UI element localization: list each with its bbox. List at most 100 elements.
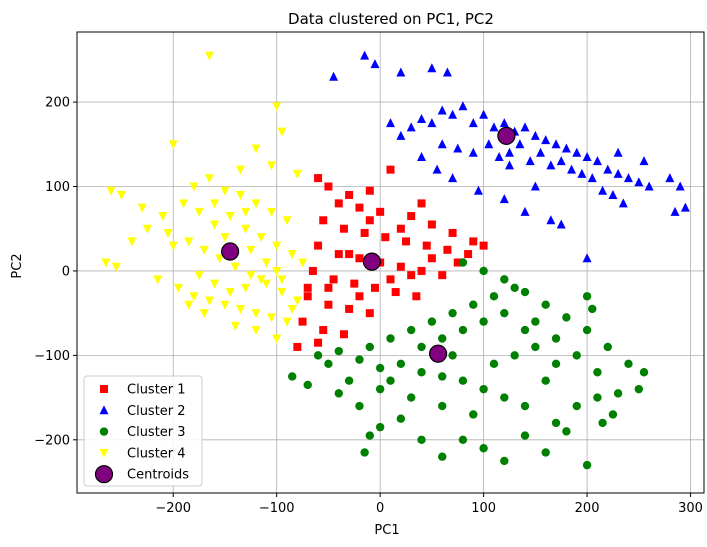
data-point (587, 173, 597, 183)
data-point (634, 177, 644, 187)
data-point (246, 271, 256, 281)
data-point (417, 435, 426, 445)
data-point (479, 241, 488, 250)
data-point (402, 237, 411, 246)
x-tick-label: 200 (575, 501, 600, 516)
data-point (551, 418, 561, 428)
data-point (220, 300, 230, 310)
series-centroids (221, 126, 516, 363)
data-point (417, 113, 427, 123)
data-point (479, 317, 488, 326)
y-tick-label: 0 (62, 264, 70, 279)
data-point (427, 254, 436, 263)
chart-title: Data clustered on PC1, PC2 (288, 10, 494, 28)
data-point (639, 368, 649, 377)
legend-box (83, 375, 203, 487)
data-point (453, 258, 462, 267)
data-point (230, 321, 240, 331)
data-point (391, 288, 400, 297)
data-point (525, 156, 535, 166)
data-point (303, 380, 312, 390)
data-point (484, 139, 494, 149)
data-point (246, 245, 256, 255)
data-point (334, 250, 343, 259)
data-point (458, 101, 468, 111)
data-point (531, 317, 540, 326)
centroid-marker (497, 126, 516, 145)
data-point (292, 169, 302, 179)
data-point (272, 241, 282, 251)
data-point (438, 271, 447, 280)
data-point (365, 186, 374, 195)
data-point (407, 271, 416, 280)
data-point (339, 330, 348, 339)
data-point (504, 147, 514, 157)
data-point (613, 147, 623, 157)
data-point (438, 372, 447, 381)
data-point (375, 384, 385, 394)
data-point (158, 212, 168, 222)
legend-marker (99, 427, 109, 436)
data-point (334, 199, 343, 208)
data-point (608, 410, 618, 419)
data-point (261, 279, 271, 289)
data-point (489, 122, 499, 132)
data-point (593, 368, 602, 377)
data-point (199, 309, 209, 319)
data-point (499, 194, 509, 204)
data-point (308, 266, 317, 275)
data-point (561, 143, 571, 153)
series-cluster-3 (288, 258, 649, 470)
x-tick-label: 0 (376, 501, 384, 516)
data-point (324, 182, 333, 191)
legend-item: Cluster 1 (100, 383, 186, 398)
data-point (375, 363, 385, 373)
data-point (287, 250, 297, 260)
data-point (406, 393, 416, 402)
data-point (365, 342, 375, 352)
data-point (365, 431, 375, 440)
data-point (448, 308, 457, 318)
data-point (613, 168, 623, 178)
data-point (504, 160, 514, 170)
data-point (572, 401, 581, 411)
legend-label: Cluster 3 (127, 425, 186, 440)
data-point (665, 173, 675, 183)
data-point (215, 254, 225, 264)
data-point (551, 334, 561, 343)
y-axis-label: PC2 (10, 253, 25, 278)
data-point (137, 203, 147, 213)
data-point (355, 292, 364, 301)
data-point (324, 283, 333, 292)
data-point (500, 456, 509, 466)
data-point (375, 422, 385, 432)
legend-label: Centroids (127, 468, 189, 483)
data-point (153, 275, 163, 285)
data-point (386, 376, 395, 385)
data-point (618, 198, 628, 208)
data-point (319, 216, 328, 225)
data-point (210, 220, 220, 230)
legend: Cluster 1 Cluster 2 Cluster 3 Cluster 4 Cent… (83, 375, 203, 487)
data-point (324, 300, 333, 309)
y-tick-label: 200 (45, 96, 70, 111)
data-point (288, 372, 297, 381)
data-point (355, 203, 364, 212)
data-point (334, 346, 343, 356)
data-point (443, 245, 452, 254)
data-point (613, 389, 623, 398)
data-point (412, 292, 421, 301)
data-point (386, 165, 395, 174)
data-point (417, 368, 426, 377)
data-point (272, 334, 282, 344)
data-point (520, 401, 530, 411)
data-point (680, 202, 690, 212)
data-point (515, 139, 525, 149)
data-point (582, 253, 592, 263)
data-point (334, 389, 343, 398)
data-point (116, 190, 126, 200)
data-point (562, 427, 571, 436)
data-point (293, 342, 302, 351)
legend-item: Cluster 2 (99, 404, 186, 419)
data-point (277, 288, 287, 298)
